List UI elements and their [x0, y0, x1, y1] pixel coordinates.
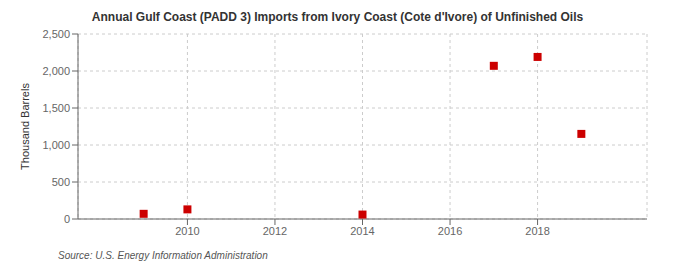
svg-text:2,000: 2,000: [42, 65, 70, 77]
svg-text:2012: 2012: [263, 225, 287, 237]
svg-text:2018: 2018: [525, 225, 549, 237]
svg-text:1,500: 1,500: [42, 102, 70, 114]
html-text:Source: U.S. Energy Informatio: Source: U.S. Energy Information Administ…: [58, 250, 268, 261]
svg-text:Thousand Barrels: Thousand Barrels: [19, 83, 31, 170]
svg-text:2014: 2014: [350, 225, 374, 237]
svg-text:500: 500: [52, 176, 70, 188]
svg-text:0: 0: [64, 213, 70, 225]
svg-text:2010: 2010: [175, 225, 199, 237]
html-text:Annual Gulf Coast (PADD 3) Imp: Annual Gulf Coast (PADD 3) Imports from …: [91, 10, 584, 24]
svg-text:2016: 2016: [438, 225, 462, 237]
svg-text:1,000: 1,000: [42, 139, 70, 151]
svg-text:2,500: 2,500: [42, 28, 70, 40]
